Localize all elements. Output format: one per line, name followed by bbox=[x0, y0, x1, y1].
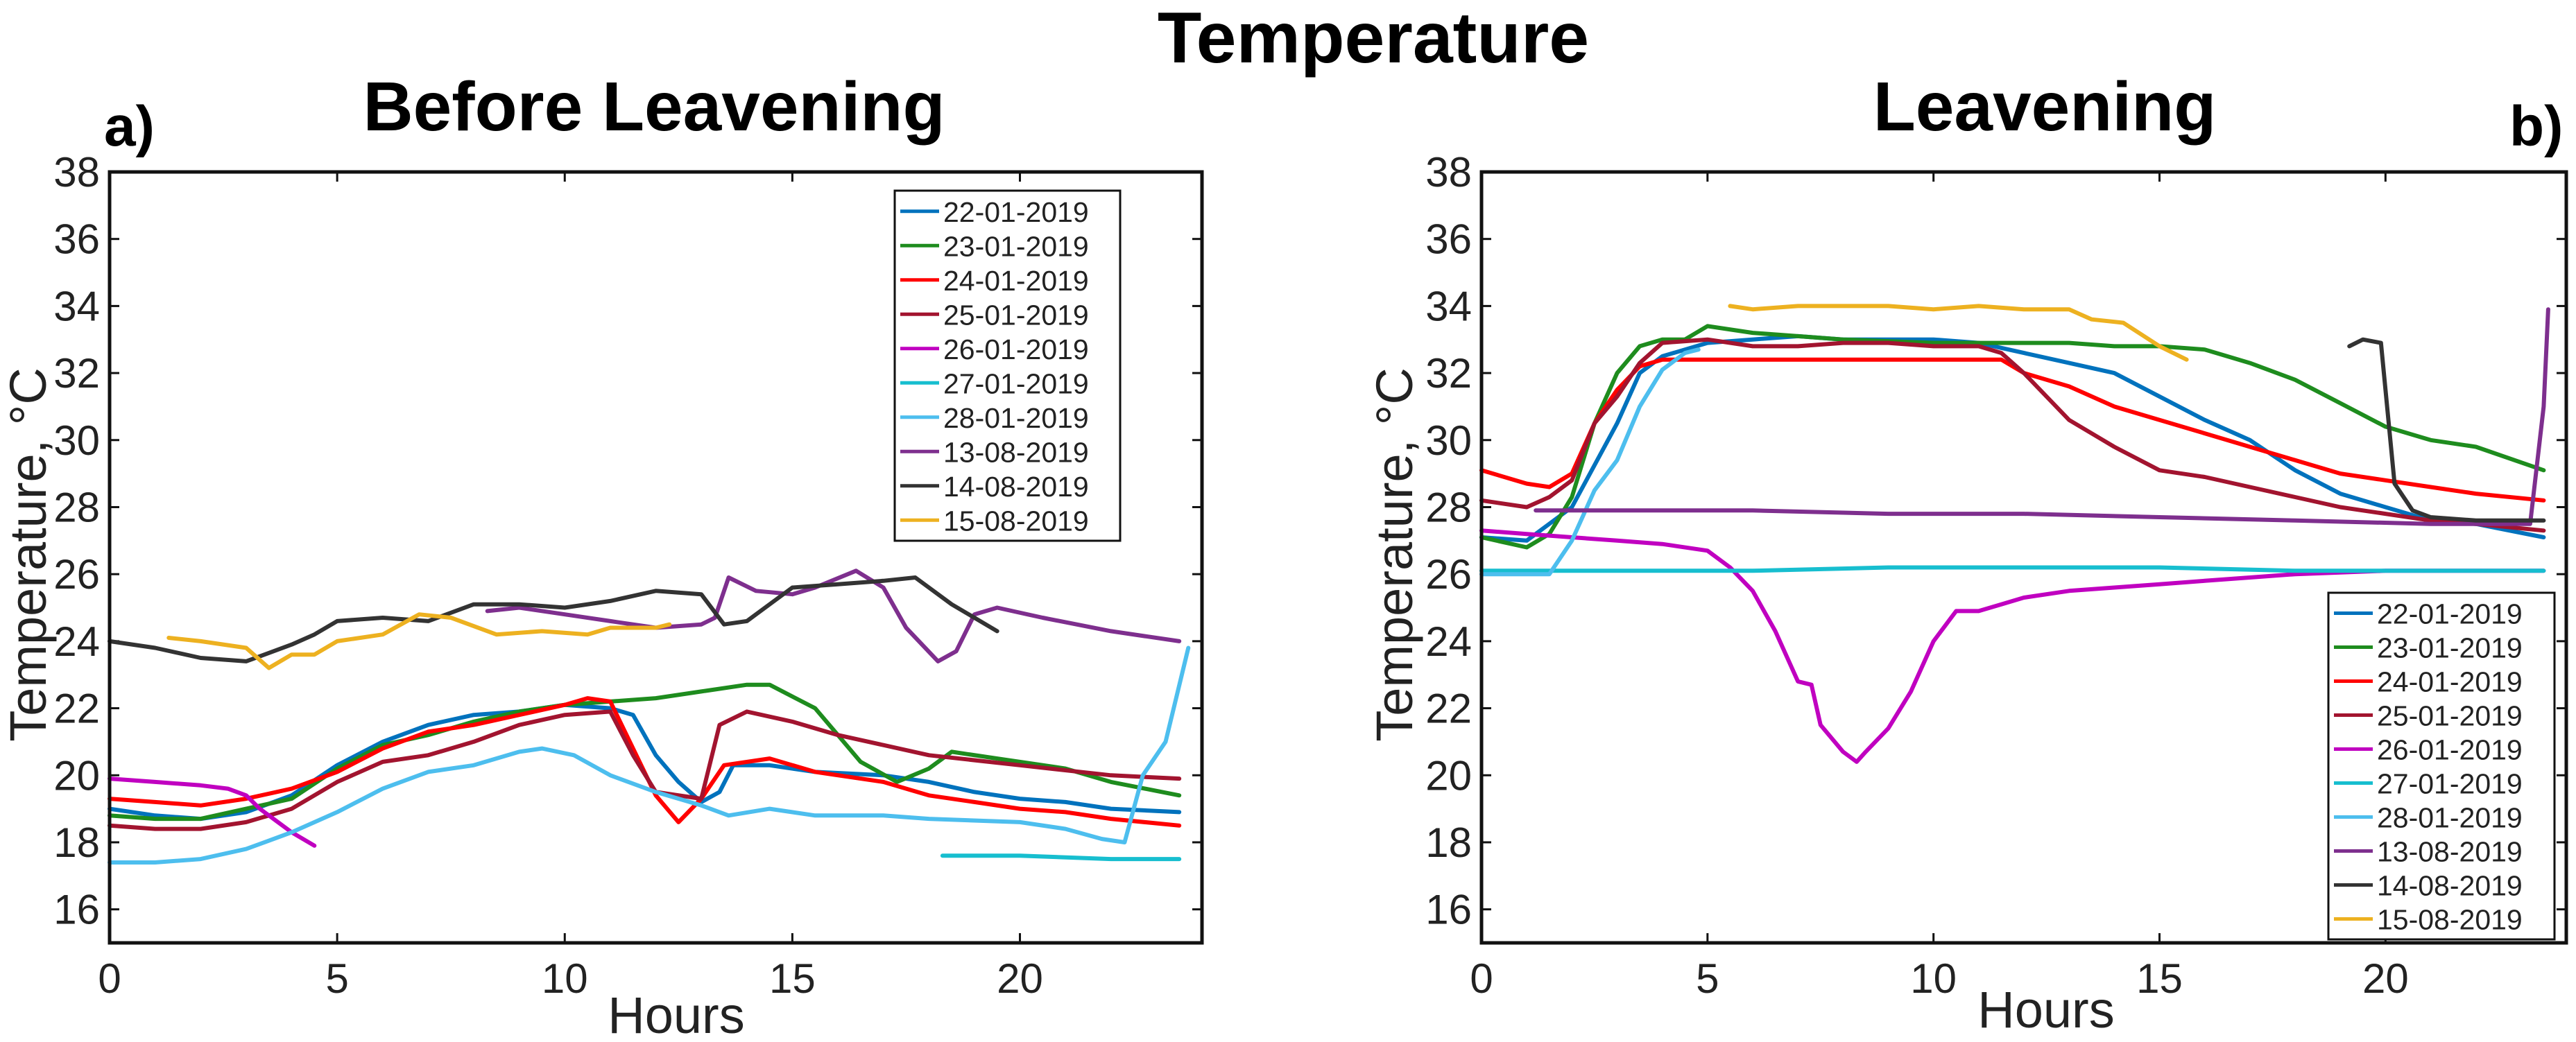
x-tick-label: 10 bbox=[542, 955, 588, 1002]
y-tick-label: 26 bbox=[1425, 551, 1472, 598]
series-line-25-01-2019 bbox=[108, 709, 1182, 831]
panel-b-xlabel: Hours bbox=[1977, 981, 2114, 1039]
panel-b-plot: 16 18 20 22 24 26 28 30 32 34 36 38 0 5 10 15 20 22-01-20… bbox=[1425, 149, 2568, 1002]
legend-label: 28-01-2019 bbox=[2377, 802, 2523, 834]
y-tick-label: 22 bbox=[1425, 686, 1472, 732]
y-tick-label: 34 bbox=[1425, 283, 1472, 329]
y-tick-label: 36 bbox=[1425, 216, 1472, 263]
y-tick-label: 18 bbox=[53, 819, 100, 866]
y-tick-label: 18 bbox=[1425, 819, 1472, 866]
series-line-27-01-2019 bbox=[1479, 565, 2546, 573]
x-tick-label: 0 bbox=[1470, 955, 1493, 1002]
panel-letter-b: b) bbox=[2509, 95, 2563, 158]
series-line-14-08-2019 bbox=[108, 575, 999, 663]
panel-a-title: Before Leavening bbox=[363, 68, 945, 146]
y-tick-label: 30 bbox=[53, 417, 100, 464]
legend-label: 24-01-2019 bbox=[2377, 666, 2523, 698]
x-tick-label: 5 bbox=[1696, 955, 1719, 1002]
series-line-26-01-2019 bbox=[1479, 528, 2546, 764]
y-tick-label: 30 bbox=[1425, 417, 1472, 464]
y-tick-label: 34 bbox=[53, 283, 100, 329]
legend-label: 28-01-2019 bbox=[943, 402, 1089, 434]
x-tick-label: 0 bbox=[98, 955, 121, 1002]
y-tick-label: 28 bbox=[53, 484, 100, 530]
legend-label: 27-01-2019 bbox=[943, 367, 1089, 399]
legend-label: 26-01-2019 bbox=[943, 333, 1089, 365]
legend-label: 14-08-2019 bbox=[2377, 870, 2523, 902]
panel-a-ylabel: Temperature, °C bbox=[0, 367, 57, 742]
panel-letter-a: a) bbox=[104, 95, 155, 158]
series-line-28-01-2019 bbox=[108, 645, 1191, 865]
x-tick-label: 5 bbox=[325, 955, 348, 1002]
y-tick-label: 22 bbox=[53, 686, 100, 732]
y-tick-label: 24 bbox=[1425, 618, 1472, 665]
legend-label: 23-01-2019 bbox=[2377, 632, 2523, 664]
x-tick-label: 20 bbox=[997, 955, 1043, 1002]
legend-label: 27-01-2019 bbox=[2377, 768, 2523, 800]
series-line-14-08-2019 bbox=[2347, 337, 2546, 523]
x-tick-label: 15 bbox=[769, 955, 816, 1002]
legend-box bbox=[2327, 591, 2556, 941]
legend-label: 15-08-2019 bbox=[943, 505, 1089, 537]
y-tick-label: 16 bbox=[1425, 887, 1472, 933]
y-tick-label: 32 bbox=[53, 350, 100, 397]
legend-box bbox=[893, 189, 1122, 542]
y-tick-label: 24 bbox=[53, 618, 100, 665]
legend-label: 24-01-2019 bbox=[943, 265, 1089, 297]
legend-label: 26-01-2019 bbox=[2377, 734, 2523, 766]
legend-label: 23-01-2019 bbox=[943, 230, 1089, 262]
legend-label: 13-08-2019 bbox=[2377, 836, 2523, 868]
figure-title: Temperature bbox=[1158, 0, 1589, 78]
legend-label: 25-01-2019 bbox=[943, 299, 1089, 331]
series-line-27-01-2019 bbox=[940, 853, 1182, 862]
series-line-15-08-2019 bbox=[166, 612, 672, 670]
series-line-15-08-2019 bbox=[1728, 304, 2189, 362]
legend-label: 14-08-2019 bbox=[943, 471, 1089, 503]
legend-label: 25-01-2019 bbox=[2377, 700, 2523, 732]
series-line-28-01-2019 bbox=[1479, 347, 1701, 577]
series-line-22-01-2019 bbox=[1479, 333, 2546, 543]
x-tick-label: 20 bbox=[2362, 955, 2409, 1002]
series-line-23-01-2019 bbox=[108, 682, 1182, 822]
y-tick-label: 20 bbox=[1425, 752, 1472, 799]
x-tick-label: 10 bbox=[1910, 955, 1957, 1002]
y-tick-label: 36 bbox=[53, 216, 100, 263]
series-line-25-01-2019 bbox=[1479, 337, 2546, 533]
y-tick-label: 26 bbox=[53, 551, 100, 598]
legend-label: 22-01-2019 bbox=[943, 196, 1089, 228]
legend-label: 13-08-2019 bbox=[943, 436, 1089, 468]
legend-label: 15-08-2019 bbox=[2377, 904, 2523, 936]
y-tick-label: 38 bbox=[53, 149, 100, 196]
panel-b: b) Leavening Temperature, °C Hours 16 18 2… bbox=[1366, 68, 2568, 1039]
x-tick-label: 15 bbox=[2136, 955, 2183, 1002]
y-tick-label: 32 bbox=[1425, 350, 1472, 397]
series-line-24-01-2019 bbox=[108, 696, 1182, 828]
panel-a-plot: 16 18 20 22 24 26 28 30 32 34 36 38 0 5 10 15 20 22-01-20… bbox=[53, 149, 1204, 1002]
legend-label: 22-01-2019 bbox=[2377, 598, 2523, 630]
panel-b-ylabel: Temperature, °C bbox=[1366, 367, 1423, 742]
panel-a: a) Before Leavening Temperature, °C Hour… bbox=[0, 68, 1204, 1042]
y-tick-label: 38 bbox=[1425, 149, 1472, 196]
panel-b-title: Leavening bbox=[1873, 68, 2217, 146]
panel-a-xlabel: Hours bbox=[608, 987, 744, 1042]
legend: 22-01-201923-01-201924-01-201925-01-2019… bbox=[893, 189, 1122, 542]
series-line-22-01-2019 bbox=[108, 702, 1182, 822]
y-tick-label: 16 bbox=[53, 887, 100, 933]
legend: 22-01-201923-01-201924-01-201925-01-2019… bbox=[2327, 591, 2556, 941]
axes-frame bbox=[1479, 170, 2568, 945]
y-tick-label: 20 bbox=[53, 752, 100, 799]
series-line-26-01-2019 bbox=[108, 776, 317, 848]
axes-frame bbox=[108, 170, 1204, 945]
y-tick-label: 28 bbox=[1425, 484, 1472, 530]
series-line-13-08-2019 bbox=[1534, 307, 2550, 526]
